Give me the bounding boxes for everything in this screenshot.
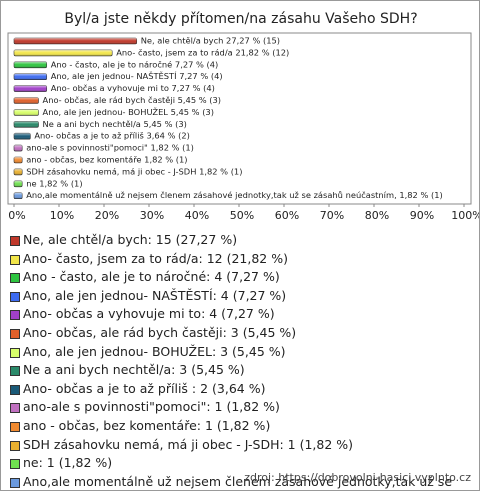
- legend-swatch: [10, 384, 20, 395]
- source: zdroj: https://dobrovolni-hasici.vyplnto…: [244, 471, 471, 484]
- legend-swatch: [10, 328, 20, 339]
- bar: [13, 180, 23, 188]
- x-tick-label: 60%: [275, 209, 299, 222]
- legend-label: ano - občas, bez komentáře: 1 (1,82 %): [23, 417, 271, 433]
- bar: [13, 49, 113, 57]
- legend-label: Ano - často, ale je to náročné: 4 (7,27 …: [23, 269, 280, 285]
- bar-label: Ne a ani bych nechtěl/a 5,45 % (3): [43, 119, 187, 129]
- legend-swatch: [10, 291, 20, 302]
- bar-label: Ano- občas a je to až příliš 3,64 % (2): [34, 131, 190, 141]
- legend-swatch: [10, 310, 20, 321]
- bar-label: Ano- občas a vyhovuje mi to 7,27 % (4): [51, 83, 215, 93]
- legend-swatch: [10, 403, 20, 414]
- legend-item: Ano- občas, ale rád bych častěji: 3 (5,4…: [9, 325, 471, 341]
- legend-swatch: [10, 477, 20, 488]
- bar-label: Ano,ale momentálně už nejsem členem zása…: [26, 190, 443, 200]
- legend-swatch: [10, 254, 20, 265]
- bar-label: ano - občas, bez komentáře 1,82 % (1): [26, 155, 187, 165]
- legend-swatch: [10, 366, 20, 377]
- legend-item: Ano,ale momentálně už nejsem členem zása…: [9, 473, 471, 490]
- bar: [13, 192, 23, 199]
- legend-label: Ano- občas a je to až příliš : 2 (3,64 %…: [23, 380, 266, 396]
- bar-label: ne 1,82 % (1): [26, 178, 82, 188]
- legend-label: Ano, ale jen jednou- NAŠTĚSTÍ: 4 (7,27 %…: [23, 287, 287, 303]
- bar: [13, 168, 23, 176]
- chart-title: Byl/a jste někdy přítomen/na zásahu Vaše…: [64, 11, 417, 27]
- x-tick-label: 0%: [8, 209, 25, 222]
- legend-item: ano-ale s povinnosti"pomoci": 1 (1,82 %): [9, 399, 471, 415]
- legend-swatch: [10, 440, 20, 451]
- legend-item: Ano- často, jsem za to rád/a: 12 (21,82 …: [9, 251, 471, 267]
- bar-label: SDH zásahovku nemá, má ji obec - J-SDH 1…: [26, 166, 242, 176]
- legend: Ne, ale chtěl/a bych: 15 (27,27 %) Ano- č…: [9, 232, 471, 490]
- legend-item: SDH zásahovku nemá, má ji obec - J-SDH: …: [9, 437, 471, 453]
- x-tick-label: 40%: [185, 209, 209, 222]
- legend-label: Ne, ale chtěl/a bych: 15 (27,27 %): [23, 232, 238, 247]
- bar: [13, 61, 48, 69]
- bar-label: Ano, ale jen jednou- NAŠTĚSTÍ 7,27 % (4): [51, 70, 223, 81]
- legend-swatch: [10, 347, 20, 358]
- x-tick-label: 50%: [230, 209, 254, 222]
- bar: [13, 144, 23, 152]
- legend-item: Ano - často, ale je to náročné: 4 (7,27 …: [9, 269, 471, 285]
- x-tick-label: 10%: [50, 209, 74, 222]
- legend-label: ano-ale s povinnosti"pomoci": 1 (1,82 %): [23, 399, 280, 415]
- legend-label: Ne a ani bych nechtěl/a: 3 (5,45 %): [23, 362, 245, 378]
- legend-label: SDH zásahovku nemá, má ji obec - J-SDH: …: [23, 436, 354, 452]
- bar: [13, 97, 39, 104]
- bar: [13, 85, 48, 92]
- bar: [13, 121, 39, 128]
- bar-label: ano-ale s povinnosti"pomoci" 1,82 % (1): [26, 143, 194, 153]
- legend-item: Ano- občas a vyhovuje mi to: 4 (7,27 %): [9, 306, 471, 322]
- chart: Byl/a jste někdy přítomen/na zásahu Vaše…: [7, 11, 479, 222]
- x-tick-label: 20%: [95, 209, 119, 222]
- bar: [13, 73, 48, 80]
- legend-item: Ano, ale jen jednou- BOHUŽEL: 3 (5,45 %): [9, 344, 471, 360]
- legend-swatch: [10, 459, 20, 470]
- bar: [13, 132, 31, 140]
- legend-label: Ano- občas a vyhovuje mi to: 4 (7,27 %): [23, 306, 275, 322]
- bar-label: Ano, ale jen jednou- BOHUŽEL 5,45 % (3): [43, 106, 214, 117]
- legend-label: Ano- občas, ale rád bych častěji: 3 (5,4…: [23, 324, 297, 340]
- bar-label: Ano- často, jsem za to rád/a 21,82 % (12…: [116, 47, 289, 57]
- legend-swatch: [10, 273, 20, 284]
- x-tick-label: 70%: [320, 209, 344, 222]
- bar-label: Ano- občas, ale rád bych častěji 5,45 % …: [43, 95, 222, 105]
- bar: [13, 37, 138, 45]
- legend-label: Ano- často, jsem za to rád/a: 12 (21,82 …: [23, 250, 288, 266]
- bar: [13, 109, 39, 116]
- legend-item: ano - občas, bez komentáře: 1 (1,82 %): [9, 418, 471, 434]
- legend-swatch: [10, 421, 20, 432]
- x-tick-label: 100%: [451, 209, 479, 222]
- x-tick-label: 30%: [140, 209, 164, 222]
- x-tick-label: 80%: [365, 209, 389, 222]
- legend-label: Ano,ale momentálně už nejsem členem zása…: [23, 473, 453, 490]
- legend-label: ne: 1 (1,82 %): [23, 455, 113, 471]
- legend-item: Ne a ani bych nechtěl/a: 3 (5,45 %): [9, 362, 471, 378]
- legend-swatch: [10, 236, 20, 246]
- bar-label: Ne, ale chtěl/a bych 27,27 % (15): [141, 36, 280, 46]
- x-tick-label: 90%: [410, 209, 434, 222]
- bar: [13, 156, 23, 164]
- legend-item: ne: 1 (1,82 %): [9, 455, 471, 471]
- legend-item: Ano- občas a je to až příliš : 2 (3,64 %…: [9, 381, 471, 397]
- legend-label: Ano, ale jen jednou- BOHUŽEL: 3 (5,45 %): [23, 343, 286, 359]
- legend-item: Ano, ale jen jednou- NAŠTĚSTÍ: 4 (7,27 %…: [9, 288, 471, 304]
- bar-label: Ano - často, ale je to náročné 7,27 % (4…: [51, 59, 219, 69]
- legend-item: Ne, ale chtěl/a bych: 15 (27,27 %): [9, 232, 471, 248]
